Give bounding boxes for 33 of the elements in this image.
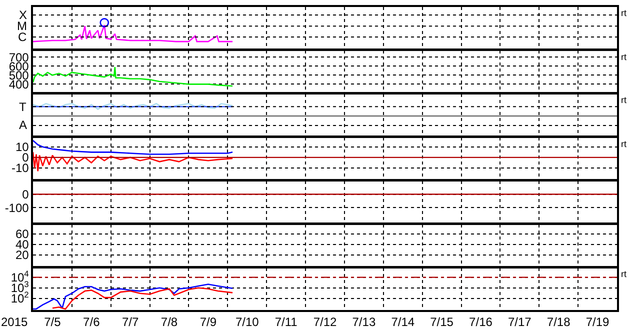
x-tick-label: 7/16 [469,315,493,330]
x-tick-label: 7/17 [508,315,532,330]
x-tick-label: 7/19 [586,315,610,330]
ref-line-label: M [17,19,27,33]
x-tick-label: 7/14 [391,315,415,330]
x-tick-label: 7/5 [44,315,62,330]
line-series [33,284,234,310]
line-series [33,140,234,155]
x-tick-label: 7/7 [122,315,139,330]
text: rt [621,95,627,105]
text: rt [621,269,627,279]
x-tick-label: 7/11 [274,315,298,330]
y-tick-label: -100 [4,200,30,215]
x-axis-title: 2015 [1,315,28,329]
x-tick-label: 7/18 [546,315,571,330]
x-tick-label: 7/12 [313,315,337,330]
ref-line-label: C [18,30,27,44]
text: rt [621,52,627,62]
ref-line-label: T [19,100,27,114]
line-series [33,66,234,87]
y-tick-label: 0 [22,187,30,202]
x-tick-label: 7/6 [83,315,100,330]
text: rt [621,8,627,18]
x-tick-label: 7/10 [235,315,260,330]
line-series [33,152,234,172]
x-tick-label: 7/9 [200,315,217,330]
ref-line-label: A [19,118,28,132]
ref-line-label: X [19,8,28,22]
x-tick-label: 7/13 [352,315,376,330]
line-series [52,287,234,310]
x-tick-label: 7/8 [160,315,178,330]
x-tick-label: 7/15 [430,315,454,330]
text: rt [621,139,627,149]
